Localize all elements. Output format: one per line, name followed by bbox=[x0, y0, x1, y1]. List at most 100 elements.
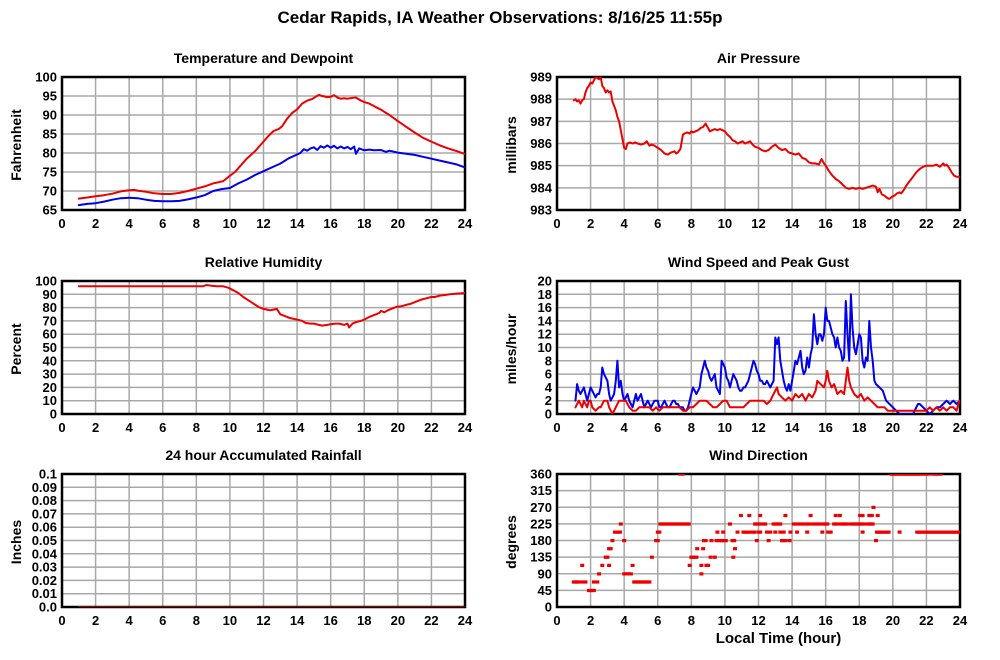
svg-text:14: 14 bbox=[538, 313, 553, 328]
svg-text:90: 90 bbox=[43, 287, 57, 302]
svg-text:8: 8 bbox=[688, 420, 695, 435]
svg-text:2: 2 bbox=[587, 216, 594, 231]
svg-text:22: 22 bbox=[424, 420, 438, 435]
svg-text:2: 2 bbox=[92, 613, 99, 628]
svg-text:0.0: 0.0 bbox=[39, 600, 57, 615]
svg-text:0: 0 bbox=[50, 407, 57, 422]
svg-text:0: 0 bbox=[553, 613, 560, 628]
svg-text:12: 12 bbox=[256, 420, 270, 435]
svg-text:0.1: 0.1 bbox=[39, 469, 57, 482]
svg-text:16: 16 bbox=[323, 420, 337, 435]
svg-text:24: 24 bbox=[953, 613, 968, 628]
svg-text:6: 6 bbox=[159, 216, 166, 231]
svg-text:8: 8 bbox=[688, 216, 695, 231]
chart-title-humidity: Relative Humidity bbox=[204, 254, 323, 270]
svg-text:0: 0 bbox=[553, 216, 560, 231]
svg-text:2: 2 bbox=[92, 420, 99, 435]
x-axis-label-local-time: Local Time (hour) bbox=[715, 630, 842, 647]
svg-text:6: 6 bbox=[654, 420, 661, 435]
svg-text:24: 24 bbox=[458, 420, 473, 435]
svg-text:14: 14 bbox=[290, 613, 305, 628]
chart-title-rainfall: 24 hour Accumulated Rainfall bbox=[165, 447, 362, 463]
svg-text:0.05: 0.05 bbox=[32, 533, 57, 548]
svg-text:2: 2 bbox=[587, 613, 594, 628]
svg-text:8: 8 bbox=[545, 353, 552, 368]
svg-text:0: 0 bbox=[58, 216, 65, 231]
svg-text:70: 70 bbox=[43, 184, 57, 199]
svg-text:8: 8 bbox=[193, 420, 200, 435]
svg-text:22: 22 bbox=[919, 216, 933, 231]
svg-text:12: 12 bbox=[751, 613, 765, 628]
svg-text:989: 989 bbox=[530, 72, 552, 85]
svg-text:8: 8 bbox=[193, 613, 200, 628]
svg-text:65: 65 bbox=[43, 203, 57, 218]
svg-text:22: 22 bbox=[424, 216, 438, 231]
svg-text:0.06: 0.06 bbox=[32, 520, 57, 535]
svg-text:6: 6 bbox=[159, 420, 166, 435]
svg-text:12: 12 bbox=[751, 216, 765, 231]
svg-text:135: 135 bbox=[530, 550, 552, 565]
svg-text:10: 10 bbox=[718, 216, 732, 231]
rainfall-plot: 0.00.010.020.030.040.050.060.070.080.090… bbox=[32, 469, 473, 628]
svg-text:16: 16 bbox=[323, 613, 337, 628]
svg-text:0.07: 0.07 bbox=[32, 506, 57, 521]
svg-text:18: 18 bbox=[357, 216, 371, 231]
svg-text:985: 985 bbox=[530, 158, 552, 173]
svg-text:90: 90 bbox=[538, 566, 552, 581]
svg-text:0: 0 bbox=[553, 420, 560, 435]
svg-text:16: 16 bbox=[818, 420, 832, 435]
svg-text:10: 10 bbox=[223, 216, 237, 231]
svg-text:2: 2 bbox=[587, 420, 594, 435]
svg-text:270: 270 bbox=[530, 500, 552, 515]
svg-text:4: 4 bbox=[545, 380, 553, 395]
svg-text:0.03: 0.03 bbox=[32, 560, 57, 575]
svg-text:24: 24 bbox=[458, 216, 473, 231]
svg-text:20: 20 bbox=[886, 613, 900, 628]
chart-title-pressure: Air Pressure bbox=[716, 50, 801, 66]
svg-text:95: 95 bbox=[43, 89, 57, 104]
svg-text:984: 984 bbox=[530, 180, 552, 195]
svg-text:4: 4 bbox=[126, 613, 134, 628]
svg-text:315: 315 bbox=[530, 483, 552, 498]
panel-relative-humidity: Relative Humidity Percent 0 10 20 30 40 50 60 7… bbox=[0, 252, 500, 447]
svg-text:24: 24 bbox=[953, 420, 968, 435]
svg-text:20: 20 bbox=[391, 420, 405, 435]
svg-text:0: 0 bbox=[545, 600, 552, 615]
svg-text:100: 100 bbox=[35, 276, 57, 289]
svg-text:10: 10 bbox=[43, 393, 57, 408]
svg-text:20: 20 bbox=[391, 613, 405, 628]
svg-text:8: 8 bbox=[193, 216, 200, 231]
svg-text:0.01: 0.01 bbox=[32, 586, 57, 601]
svg-text:18: 18 bbox=[852, 420, 866, 435]
svg-text:14: 14 bbox=[785, 216, 800, 231]
svg-text:14: 14 bbox=[785, 420, 800, 435]
svg-text:10: 10 bbox=[718, 613, 732, 628]
panel-air-pressure: Air Pressure millibars 983 984 985 986 987 98… bbox=[495, 48, 995, 243]
svg-text:24: 24 bbox=[458, 613, 473, 628]
svg-text:6: 6 bbox=[654, 216, 661, 231]
svg-text:20: 20 bbox=[886, 420, 900, 435]
svg-text:18: 18 bbox=[357, 420, 371, 435]
svg-text:70: 70 bbox=[43, 313, 57, 328]
svg-text:22: 22 bbox=[919, 613, 933, 628]
svg-text:0.04: 0.04 bbox=[32, 546, 58, 561]
svg-text:22: 22 bbox=[424, 613, 438, 628]
svg-text:90: 90 bbox=[43, 108, 57, 123]
chart-title-wind-direction: Wind Direction bbox=[709, 447, 808, 463]
panel-rainfall: 24 hour Accumulated Rainfall Inches 0.0 0… bbox=[0, 445, 500, 640]
svg-text:4: 4 bbox=[621, 613, 629, 628]
svg-text:16: 16 bbox=[818, 216, 832, 231]
svg-text:12: 12 bbox=[751, 420, 765, 435]
panel-wind-direction: Wind Direction degrees 0 45 90 135 180 225 270… bbox=[495, 445, 995, 640]
page-title: Cedar Rapids, IA Weather Observations: 8… bbox=[277, 8, 723, 27]
svg-text:4: 4 bbox=[126, 420, 134, 435]
svg-text:50: 50 bbox=[43, 340, 57, 355]
svg-text:4: 4 bbox=[621, 216, 629, 231]
svg-text:14: 14 bbox=[290, 216, 305, 231]
svg-text:30: 30 bbox=[43, 367, 57, 382]
svg-text:75: 75 bbox=[43, 165, 57, 180]
svg-text:10: 10 bbox=[223, 613, 237, 628]
svg-text:0.09: 0.09 bbox=[32, 480, 57, 495]
